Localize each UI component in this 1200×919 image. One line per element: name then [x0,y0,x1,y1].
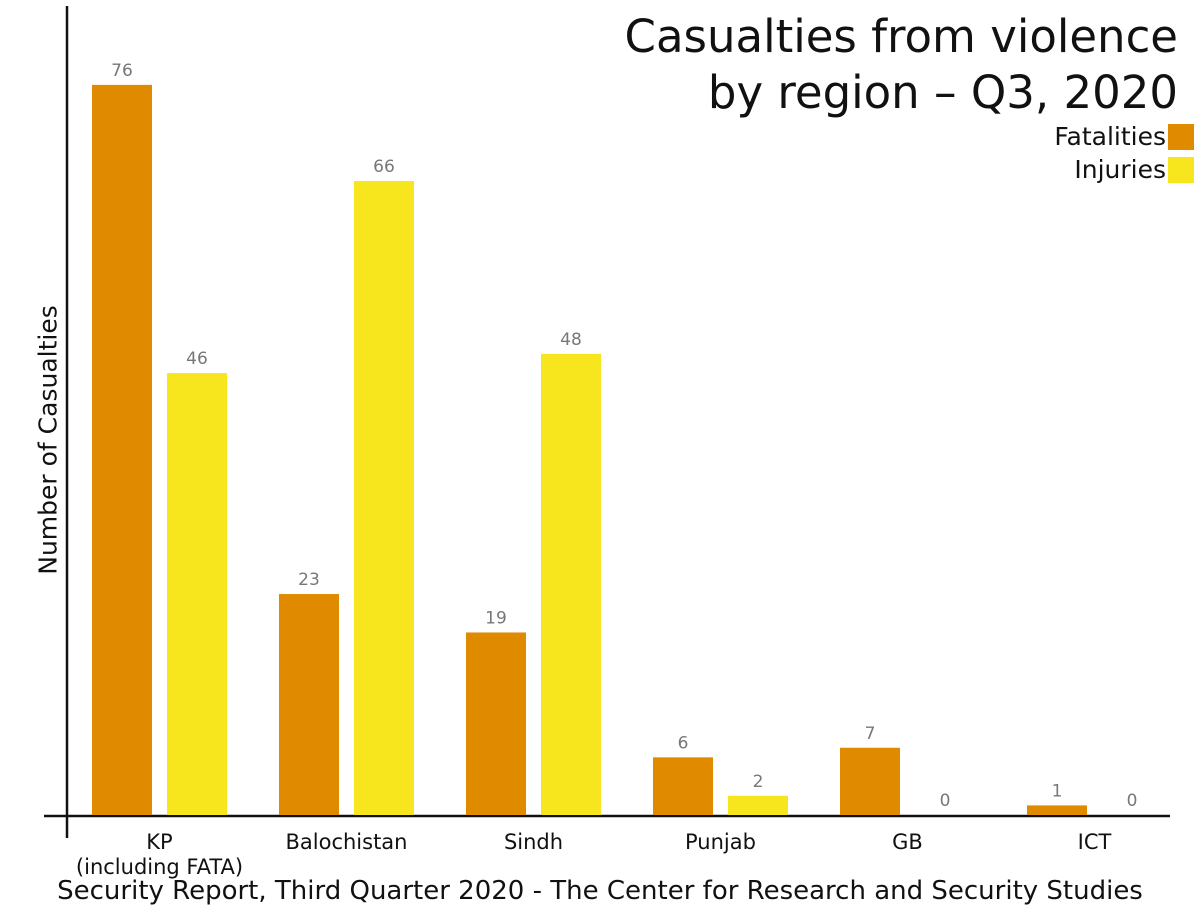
value-label-injuries-5: 0 [1127,791,1138,811]
y-axis-label: Number of Casualties [33,305,63,575]
legend-item-fatalities: Fatalities [1054,122,1194,151]
value-label-injuries-3: 2 [753,772,764,792]
value-labels-group: 76 46 23 66 19 48 6 2 7 0 1 0 [111,61,1137,811]
value-label-fatalities-2: 19 [485,608,507,628]
value-label-injuries-2: 48 [560,330,582,350]
value-label-fatalities-3: 6 [678,733,689,753]
bar-injuries-3 [728,795,788,815]
legend-swatch-fatalities [1168,123,1194,150]
category-labels-group: KP(including FATA) Balochistan Sindh Punjab… [76,830,1112,879]
category-label-1: Balochistan [285,830,407,854]
category-label-0-line-2: (including FATA) [76,855,243,879]
bar-injuries-1 [354,180,414,816]
chart-title-line-1: Casualties from violence [624,10,1178,63]
bars-group [92,84,1087,816]
bar-fatalities-0 [92,84,152,815]
category-label-2: Sindh [504,830,563,854]
value-label-fatalities-0: 76 [111,61,133,81]
bar-fatalities-3 [653,757,713,815]
bar-fatalities-4 [840,747,900,815]
category-label-0: KP [146,830,172,854]
value-label-injuries-1: 66 [373,157,395,177]
legend-label-injuries: Injuries [1074,155,1166,184]
legend-label-fatalities: Fatalities [1054,122,1166,151]
legend-swatch-injuries [1168,156,1194,183]
value-label-injuries-0: 46 [186,349,208,369]
bar-injuries-2 [541,353,601,815]
value-label-fatalities-5: 1 [1052,781,1063,801]
category-label-3: Punjab [685,830,756,854]
legend-item-injuries: Injuries [1074,155,1194,184]
bar-fatalities-5 [1027,805,1087,815]
bar-fatalities-2 [466,632,526,815]
value-label-fatalities-1: 23 [298,570,320,590]
category-label-5: ICT [1078,830,1112,854]
chart-footer-source: Security Report, Third Quarter 2020 - Th… [57,876,1143,906]
bar-fatalities-1 [279,594,339,815]
value-label-injuries-4: 0 [940,791,951,811]
category-label-4: GB [892,830,923,854]
bar-injuries-0 [167,373,227,815]
chart-title-line-2: by region – Q3, 2020 [707,66,1178,119]
value-label-fatalities-4: 7 [865,724,876,744]
